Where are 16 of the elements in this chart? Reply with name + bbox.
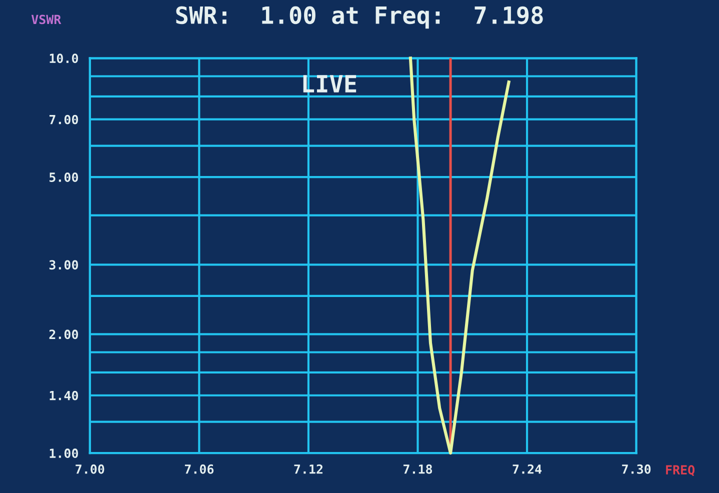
y-tick-label: 10.0 [50, 54, 78, 64]
y-tick-label: 1.40 [50, 390, 78, 400]
x-axis-title: FREQ [666, 465, 695, 476]
y-axis-title: VSWR [31, 14, 62, 24]
x-tick-label: 7.06 [184, 464, 214, 474]
x-tick-label: 7.30 [622, 464, 651, 474]
y-tick-label: 2.00 [49, 330, 78, 340]
y-tick-label: 5.00 [50, 172, 78, 182]
y-tick-label: 1.00 [50, 448, 78, 458]
chart-title: SWR: 1.00 at Freq: 7.198 [176, 6, 543, 29]
y-tick-label: 7.00 [49, 114, 78, 124]
x-tick-label: 7.18 [404, 464, 432, 474]
y-tick-label: 3.00 [49, 260, 78, 270]
x-tick-label: 7.12 [294, 464, 322, 474]
x-tick-label: 7.24 [512, 464, 542, 474]
x-tick-label: 7.00 [76, 464, 104, 474]
